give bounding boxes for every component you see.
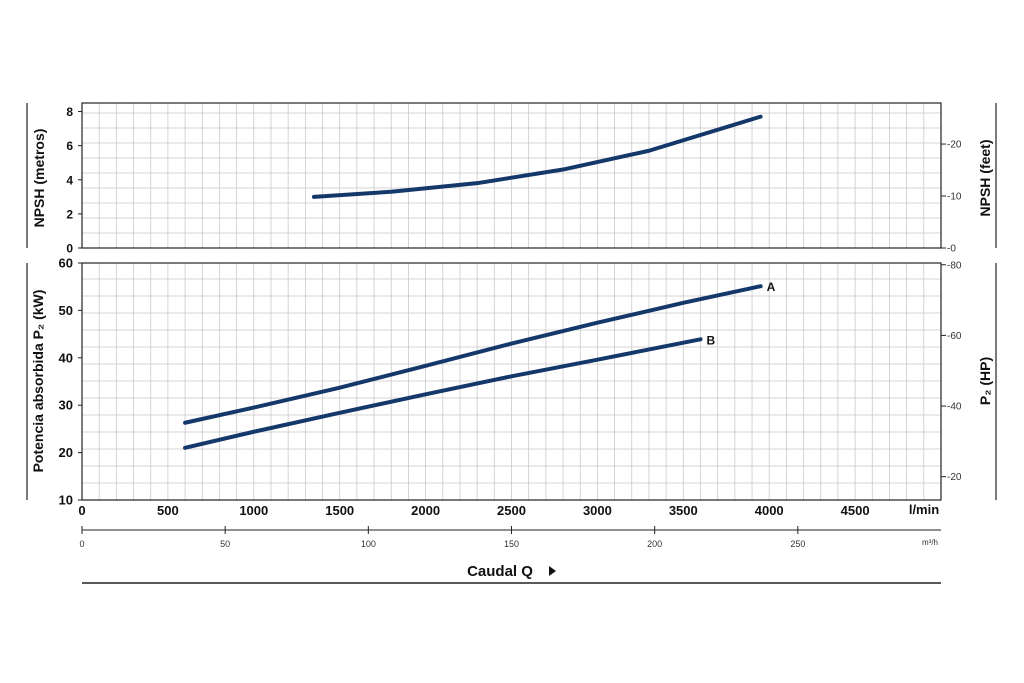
power-curve-A [183,284,763,425]
x-tick-label: 2000 [411,503,440,518]
x2-tick-label: 250 [790,539,805,549]
x2-tick-label: 0 [79,539,84,549]
power-right-axis-label: P₂ (HP) [977,357,993,405]
y-tick-label: 50 [59,303,73,318]
arrow-right-icon [549,566,556,576]
y-right-tick-label: -80 [947,260,962,271]
x-tick-label: 3500 [669,503,698,518]
x-tick-label: 4000 [755,503,784,518]
npsh-left-ticks: 0 2 4 6 8 [66,105,82,256]
npsh-curve [311,114,763,199]
y-tick-label: 2 [66,207,73,221]
npsh-panel: 0 2 4 6 8 -0 -10 -20 NPSH (metros) NPSH (feet) [26,102,997,256]
y-right-tick-label: -40 [947,402,962,413]
x2-tick-label: 100 [361,539,376,549]
x-axis-m3h: 0 50 100 150 200 250 [79,526,805,549]
y-tick-label: 4 [66,173,73,187]
x2-tick-label: 150 [504,539,519,549]
y-tick-label: 10 [59,493,73,508]
x-unit-m3h: m³/h [922,538,938,547]
power-curves: AB [183,280,776,450]
y-tick-label: 20 [59,445,73,460]
y-right-tick-label: -0 [947,244,956,255]
npsh-right-ticks: -0 -10 -20 [941,140,962,255]
power-plot-frame [81,262,942,501]
series-label-B: B [706,333,715,347]
npsh-grid [82,103,941,248]
series-label-A: A [767,280,776,294]
x-tick-label: 1500 [325,503,354,518]
x-tick-label: 3000 [583,503,612,518]
npsh-right-axis-label: NPSH (feet) [977,139,993,216]
y-tick-label: 0 [66,242,73,256]
power-grid [82,263,941,500]
x2-tick-label: 50 [220,539,230,549]
x-unit-lmin: l/min [909,502,939,517]
x-axis-label: Caudal Q [467,563,533,580]
x-axis-lmin: 0 500 1000 1500 2000 2500 3000 3500 4000 4500 [78,503,869,518]
y-right-tick-label: -20 [947,140,962,151]
x-tick-label: 500 [157,503,179,518]
y-right-tick-label: -10 [947,192,962,203]
x-tick-label: 2500 [497,503,526,518]
power-curve-B [183,337,703,450]
npsh-left-axis-label: NPSH (metros) [31,129,47,228]
y-tick-label: 6 [66,139,73,153]
npsh-curves [311,114,763,199]
y-tick-label: 8 [66,105,73,119]
power-panel: 10 20 30 40 50 60 -20 -40 -60 -80 Potencia absor… [26,256,997,508]
x-tick-label: 4500 [841,503,870,518]
power-left-axis-label: Potencia absorbida P₂ (kW) [30,290,46,473]
y-tick-label: 40 [59,350,73,365]
y-right-tick-label: -20 [947,472,962,483]
x2-tick-label: 200 [647,539,662,549]
power-left-ticks: 10 20 30 40 50 60 [59,256,82,508]
x-tick-label: 1000 [239,503,268,518]
y-right-tick-label: -60 [947,331,962,342]
npsh-plot-frame [81,102,942,249]
power-right-ticks: -20 -40 -60 -80 [941,260,962,483]
x-tick-label: 0 [78,503,85,518]
y-tick-label: 60 [59,256,73,271]
y-tick-label: 30 [59,398,73,413]
